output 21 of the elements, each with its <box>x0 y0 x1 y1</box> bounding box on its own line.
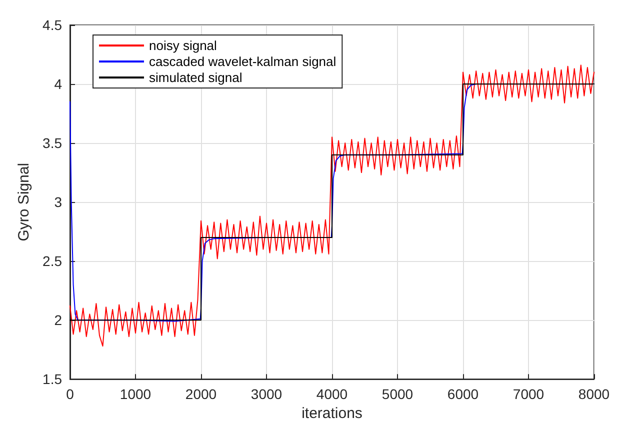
y-tick-label: 3 <box>54 194 62 210</box>
x-tick-label: 1000 <box>120 386 152 402</box>
y-tick-label: 4 <box>54 76 62 92</box>
x-tick-label: 2000 <box>185 386 217 402</box>
x-axis-title: iterations <box>302 405 362 422</box>
y-axis-title: Gyro Signal <box>16 162 33 242</box>
x-tick-label: 8000 <box>578 386 610 402</box>
x-tick-label: 0 <box>66 386 74 402</box>
y-tick-label: 2.5 <box>42 253 62 270</box>
legend-label: simulated signal <box>149 70 242 85</box>
y-tick-label: 1.5 <box>42 371 62 388</box>
y-tick-label: 4.5 <box>42 17 62 33</box>
x-tick-label: 3000 <box>250 386 282 402</box>
y-tick-label: 2 <box>54 312 62 328</box>
y-tick-label: 3.5 <box>42 135 62 152</box>
x-tick-label: 5000 <box>382 386 414 402</box>
x-tick-label: 4000 <box>316 386 348 402</box>
x-tick-label: 6000 <box>447 386 479 402</box>
legend-label: noisy signal <box>149 38 218 53</box>
x-tick-label: 7000 <box>512 386 544 402</box>
legend-label: cascaded wavelet-kalman signal <box>149 54 336 69</box>
